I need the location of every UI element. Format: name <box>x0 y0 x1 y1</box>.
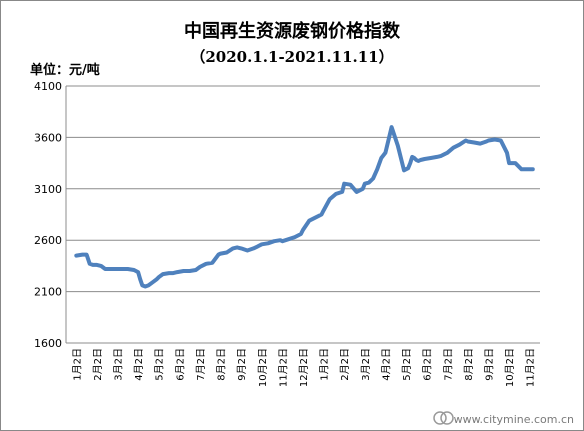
x-tick-label: 9月2日 <box>236 348 248 381</box>
chart-subtitle: （2020.1.1-2021.11.11） <box>190 48 393 66</box>
x-tick-label: 10月2日 <box>504 348 516 387</box>
x-tick-label: 6月2日 <box>174 348 186 381</box>
x-tick-label: 8月2日 <box>216 348 228 381</box>
x-axis-ticks: 1月2日 2月2日 3月2日 4月2日 5月2日 6月2日 7月2日 8月2日 9月2日 10月2… <box>71 348 536 387</box>
x-tick-label: 7月2日 <box>442 348 454 381</box>
x-tick-label: 6月2日 <box>422 348 434 381</box>
series-layer <box>74 125 535 289</box>
y-tick-label: 3100 <box>34 183 62 196</box>
x-tick-label: 4月2日 <box>380 348 392 381</box>
x-tick-label: 1月2日 <box>71 348 83 381</box>
watermark: www.citymine.com.cn <box>433 411 574 426</box>
series-line <box>74 125 535 289</box>
x-tick-label: 11月2日 <box>277 348 289 387</box>
x-tick-label: 12月2日 <box>298 348 310 387</box>
x-tick-label: 7月2日 <box>195 348 207 381</box>
x-tick-label: 5月2日 <box>154 348 166 381</box>
x-tick-label: 5月2日 <box>401 348 413 381</box>
y-axis-ticks: 1600 2100 2600 3100 3600 4100 <box>34 80 62 350</box>
y-tick-label: 4100 <box>34 80 62 93</box>
x-tick-label: 2月2日 <box>339 348 351 381</box>
y-tick-label: 1600 <box>34 337 62 350</box>
chart-title: 中国再生资源废钢价格指数 <box>184 20 401 42</box>
x-tick-label: 3月2日 <box>113 348 125 381</box>
x-tick-label: 9月2日 <box>483 348 495 381</box>
x-tick-label: 1月2日 <box>319 348 331 381</box>
y-tick-label: 2600 <box>34 234 62 247</box>
gridlines <box>65 85 540 344</box>
x-tick-label: 8月2日 <box>463 348 475 381</box>
watermark-logo-icon <box>433 411 447 425</box>
x-tick-label: 4月2日 <box>133 348 145 381</box>
watermark-text: www.citymine.com.cn <box>454 413 574 426</box>
x-tick-label: 11月2日 <box>525 348 537 387</box>
x-tick-label: 10月2日 <box>257 348 269 387</box>
y-axis-unit-label: 单位：元/吨 <box>30 62 100 78</box>
x-tick-label: 2月2日 <box>92 348 104 381</box>
x-tick-label: 3月2日 <box>360 348 372 381</box>
y-tick-label: 2100 <box>34 286 62 299</box>
watermark-logo-icon-ring <box>440 411 454 425</box>
y-tick-label: 3600 <box>34 131 62 144</box>
